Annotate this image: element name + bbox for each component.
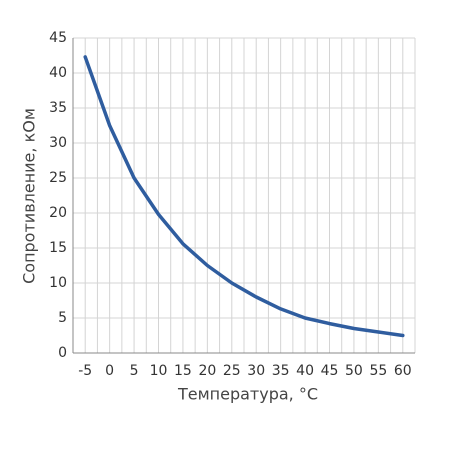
- y-tick-label: 40: [49, 65, 67, 81]
- x-tick-label: -5: [78, 363, 92, 379]
- y-tick-label: 15: [49, 240, 67, 256]
- x-tick-label: 15: [174, 363, 192, 379]
- y-tick-label: 25: [49, 170, 67, 186]
- x-tick-label: 55: [369, 363, 387, 379]
- x-tick-label: 25: [223, 363, 241, 379]
- x-tick-label: 35: [272, 363, 290, 379]
- y-tick-label: 0: [58, 345, 67, 361]
- y-tick-label: 30: [49, 135, 67, 151]
- x-tick-label: 0: [105, 363, 114, 379]
- y-tick-label: 10: [49, 275, 67, 291]
- x-tick-label: 30: [247, 363, 265, 379]
- x-axis-title: Температура, °C: [177, 385, 318, 404]
- x-tick-label: 10: [150, 363, 168, 379]
- y-axis-title: Сопротивление, кОм: [20, 108, 39, 284]
- x-tick-label: 60: [394, 363, 412, 379]
- y-tick-label: 45: [49, 30, 67, 46]
- x-tick-label: 5: [130, 363, 139, 379]
- x-tick-label: 40: [296, 363, 314, 379]
- y-tick-label: 35: [49, 100, 67, 116]
- y-tick-label: 5: [58, 310, 67, 326]
- x-tick-label: 45: [321, 363, 339, 379]
- x-tick-label: 20: [198, 363, 216, 379]
- x-tick-label: 50: [345, 363, 363, 379]
- data-line: [83, 55, 405, 338]
- y-tick-label: 20: [49, 205, 67, 221]
